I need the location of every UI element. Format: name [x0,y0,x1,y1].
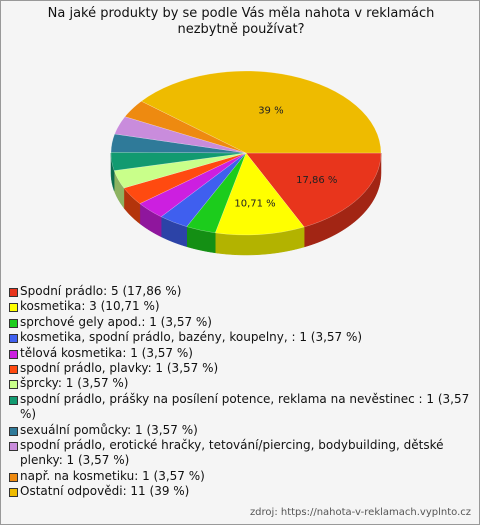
legend-label: spodní prádlo, prášky na posílení potenc… [20,391,470,422]
legend-item: kosmetika, spodní prádlo, bazény, koupel… [9,330,471,345]
slice [110,152,247,171]
slice [245,152,382,228]
legend-swatch [9,426,18,436]
legend-item: sexuální pomůcky: 1 (3,57 %) [9,423,471,438]
legend-item: Spodní prádlo: 5 (17,86 %) [9,284,471,299]
legend-label: kosmetika: 3 (10,71 %) [20,299,160,314]
legend-swatch [9,303,18,313]
legend-swatch [9,488,18,498]
legend-item: sprchové gely apod.: 1 (3,57 %) [9,315,471,330]
legend-label: tělová kosmetika: 1 (3,57 %) [20,345,193,360]
legend-item: tělová kosmetika: 1 (3,57 %) [9,346,471,361]
slice [140,70,382,154]
legend-item: spodní prádlo, erotické hračky, tetování… [9,438,471,469]
legend-item: spodní prádlo, prášky na posílení potenc… [9,392,471,423]
slice [160,152,247,227]
legend-item: např. na kosmetiku: 1 (3,57 %) [9,469,471,484]
legend-item: kosmetika: 3 (10,71 %) [9,299,471,314]
legend-label: spodní prádlo, plavky: 1 (3,57 %) [20,361,219,376]
legend-swatch [9,395,18,405]
data-label: 17,86 % [296,175,337,186]
slice [139,152,247,218]
chart-title: Na jaké produkty by se podle Vás měla na… [47,6,435,37]
legend-swatch [9,442,18,452]
slice [186,152,247,234]
legend-item: Ostatní odpovědi: 11 (39 %) [9,484,471,499]
slice [214,152,305,236]
slice [113,152,247,189]
legend-label: např. na kosmetiku: 1 (3,57 %) [20,468,205,483]
legend-swatch [9,334,18,344]
legend-item: spodní prádlo, plavky: 1 (3,57 %) [9,361,471,376]
legend: Spodní prádlo: 5 (17,86 %) kosmetika: 3 (… [9,284,471,500]
slice [114,116,247,154]
legend-label: Ostatní odpovědi: 11 (39 %) [20,484,190,499]
legend-swatch [9,349,18,359]
slice [123,152,247,204]
legend-swatch [9,365,18,375]
legend-label: Spodní prádlo: 5 (17,86 %) [20,284,182,298]
legend-label: sprchové gely apod.: 1 (3,57 %) [20,314,212,329]
pie-area: 17,86 % 10,71 % 39 % [110,70,382,256]
legend-swatch [9,472,18,482]
data-label: 10,71 % [234,199,275,210]
data-label: 39 % [258,106,283,117]
legend-swatch [9,380,18,390]
legend-label: kosmetika, spodní prádlo, bazény, koupel… [20,330,363,345]
legend-label: sexuální pomůcky: 1 (3,57 %) [20,422,198,437]
legend-item: šprcky: 1 (3,57 %) [9,376,471,391]
slice [124,100,247,154]
slice [110,133,247,154]
source: zdroj: https://nahota-v-reklamach.vyplnt… [249,507,471,518]
legend-label: spodní prádlo, erotické hračky, tetování… [20,438,444,468]
legend-label: šprcky: 1 (3,57 %) [20,376,129,391]
legend-swatch [9,288,18,297]
legend-swatch [9,318,18,328]
